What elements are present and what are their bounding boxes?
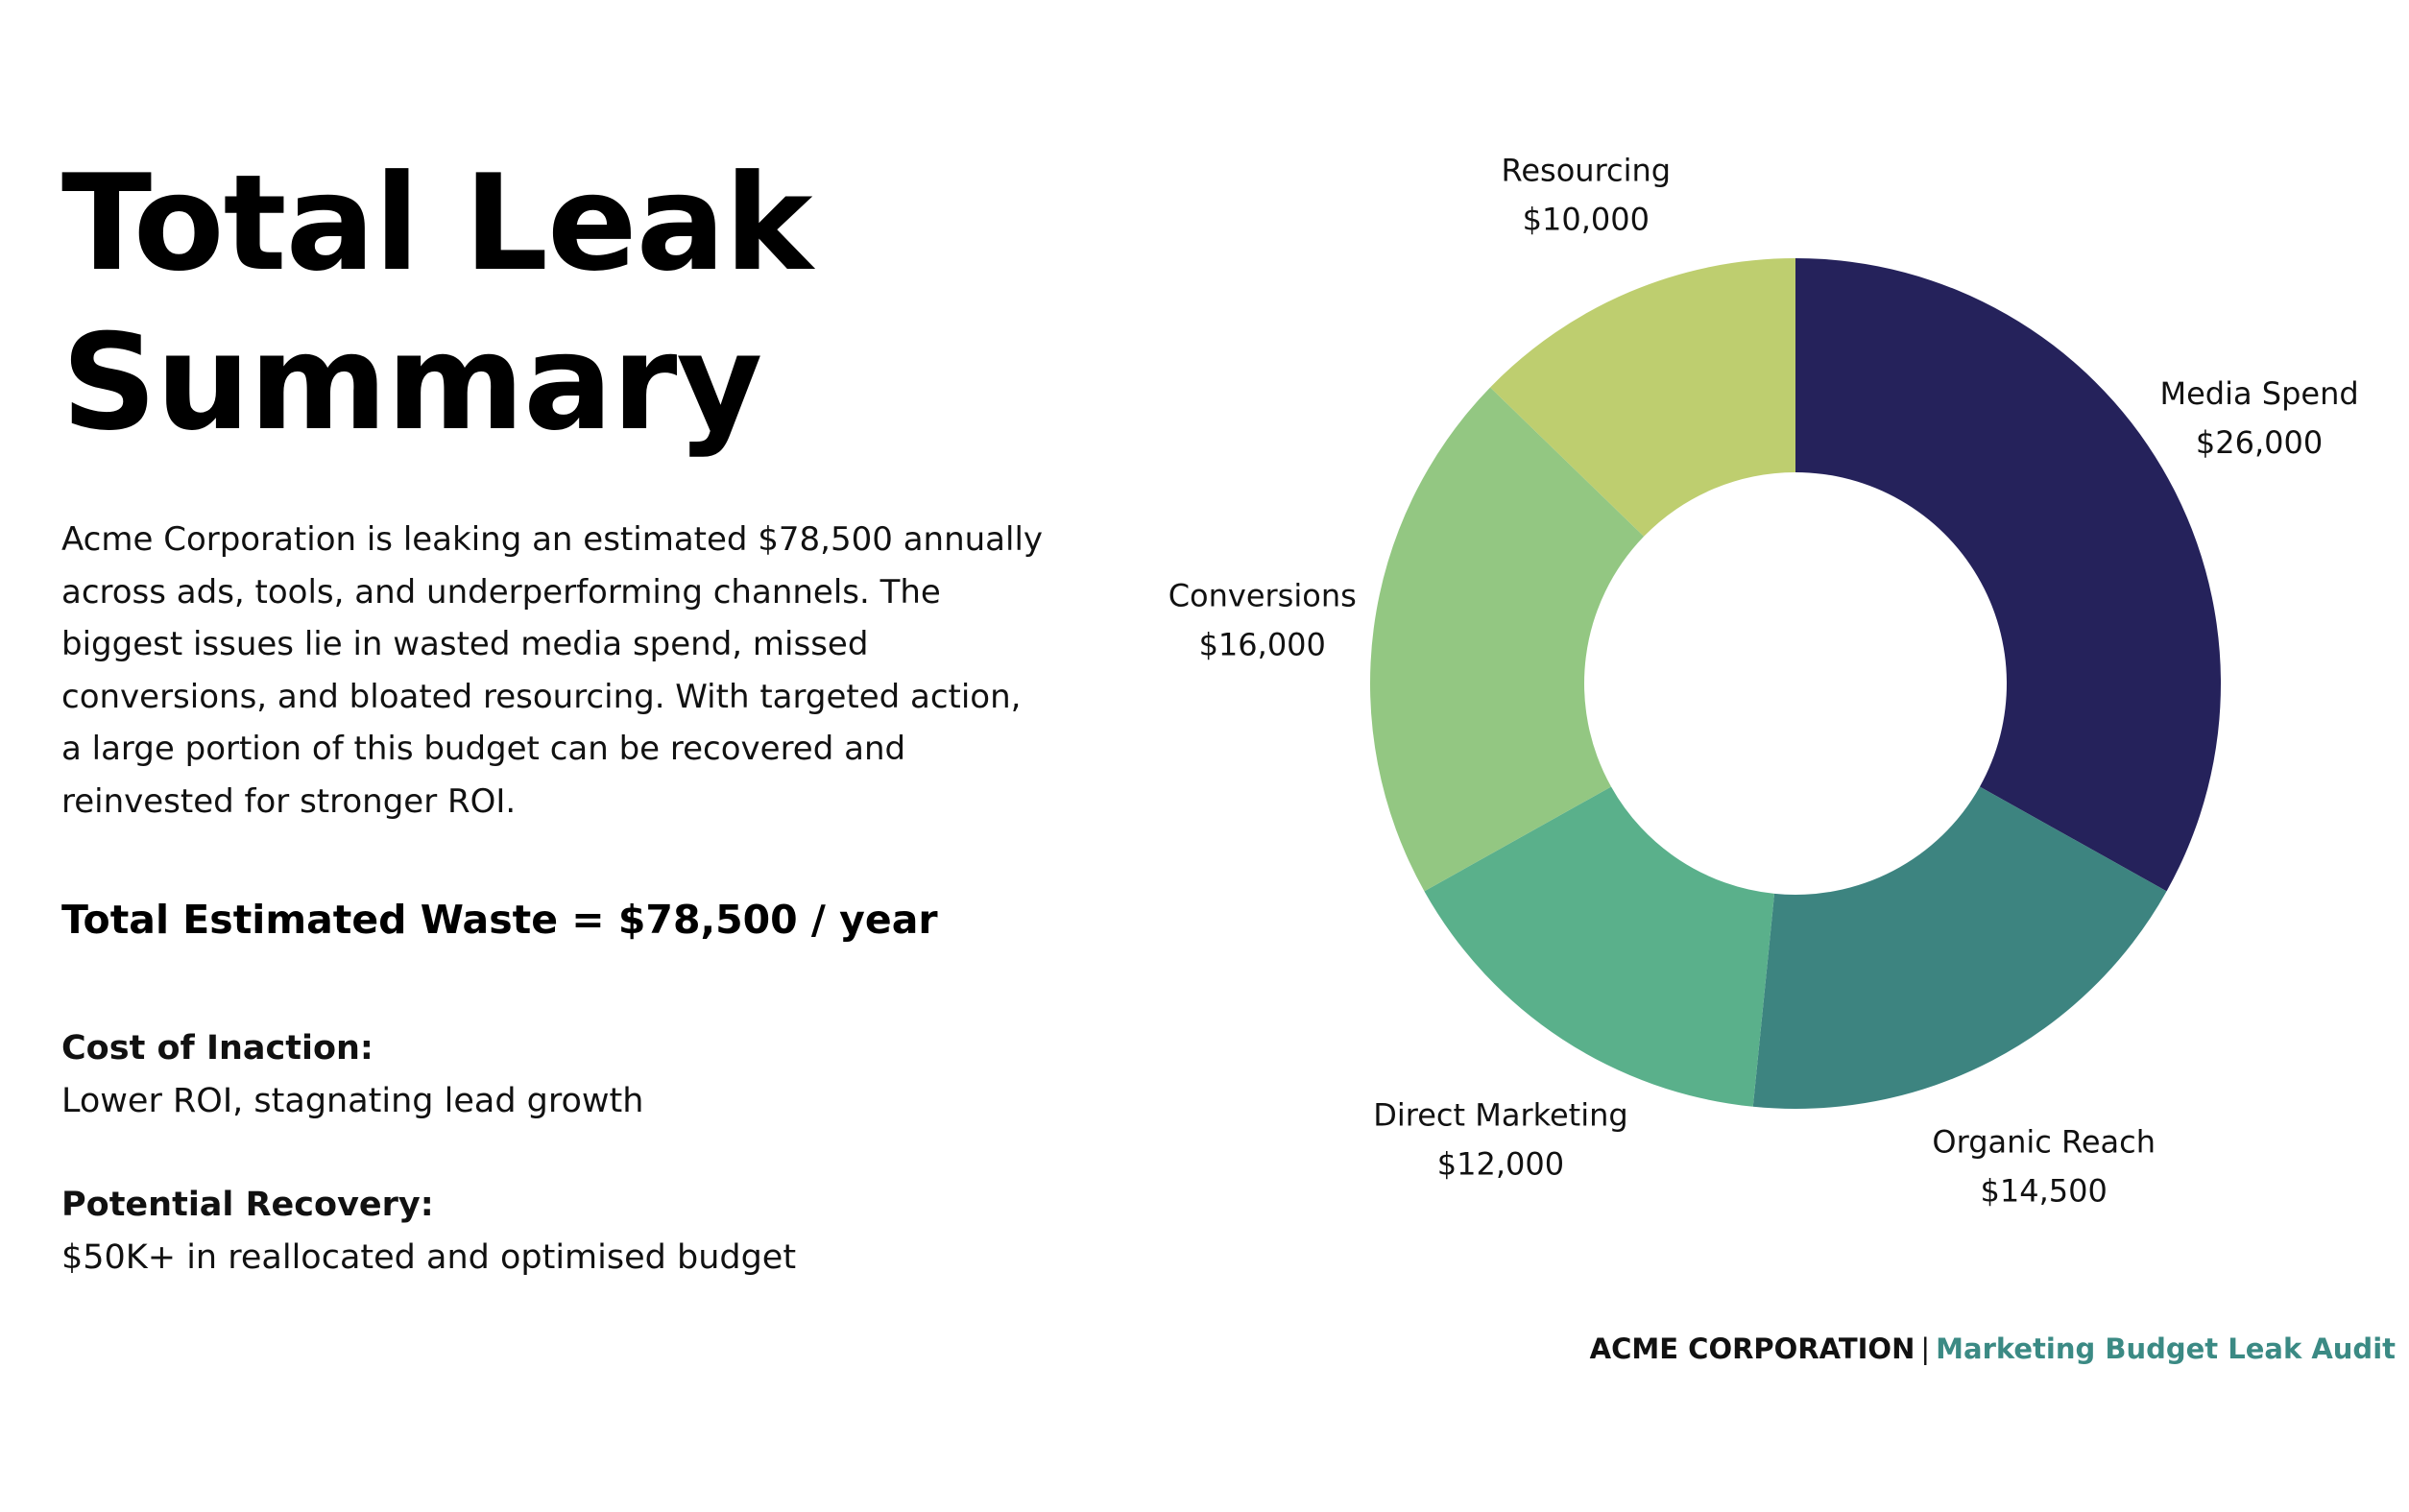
slice-value-label-organic-reach: $14,500 [1981,1173,2108,1210]
donut-slice-direct-marketing [1424,786,1775,1107]
potential-recovery-value: $50K+ in reallocated and optimised budge… [61,1238,797,1277]
slice-name-label-organic-reach: Organic Reach [1932,1124,2156,1161]
page-title: Total Leak Summary [61,144,1022,463]
donut-slice-media-spend [1795,258,2221,892]
page-title-line-1: Total Leak [61,146,812,300]
cost-of-inaction: Cost of Inaction: Lower ROI, stagnating … [61,1022,1022,1128]
donut-slice-conversions [1370,387,1645,892]
potential-recovery: Potential Recovery: $50K+ in reallocated… [61,1179,1022,1284]
slice-name-label-conversions: Conversions [1168,577,1357,613]
slice-name-label-media-spend: Media Spend [2160,375,2359,412]
cost-of-inaction-value: Lower ROI, stagnating lead growth [61,1082,644,1120]
footer-subtitle: Marketing Budget Leak Audit [1936,1332,2396,1365]
slice-name-label-resourcing: Resourcing [1502,152,1672,188]
page-title-line-2: Summary [61,305,762,460]
footer-separator: | [1920,1332,1931,1365]
total-waste-heading: Total Estimated Waste = $78,500 / year [61,897,938,943]
slice-value-label-direct-marketing: $12,000 [1437,1145,1564,1182]
footer: ACME CORPORATION | Marketing Budget Leak A… [1590,1330,2396,1368]
footer-company: ACME CORPORATION [1589,1332,1915,1365]
slice-name-label-direct-marketing: Direct Marketing [1373,1096,1627,1133]
donut-slice-resourcing [1490,258,1795,537]
potential-recovery-label: Potential Recovery: [61,1186,434,1224]
slice-value-label-resourcing: $10,000 [1523,201,1650,237]
cost-of-inaction-label: Cost of Inaction: [61,1029,373,1068]
slice-value-label-conversions: $16,000 [1199,626,1326,662]
slice-value-label-media-spend: $26,000 [2196,424,2323,461]
intro-paragraph: Acme Corporation is leaking an estimated… [61,520,1044,821]
donut-slice-organic-reach [1752,786,2167,1109]
